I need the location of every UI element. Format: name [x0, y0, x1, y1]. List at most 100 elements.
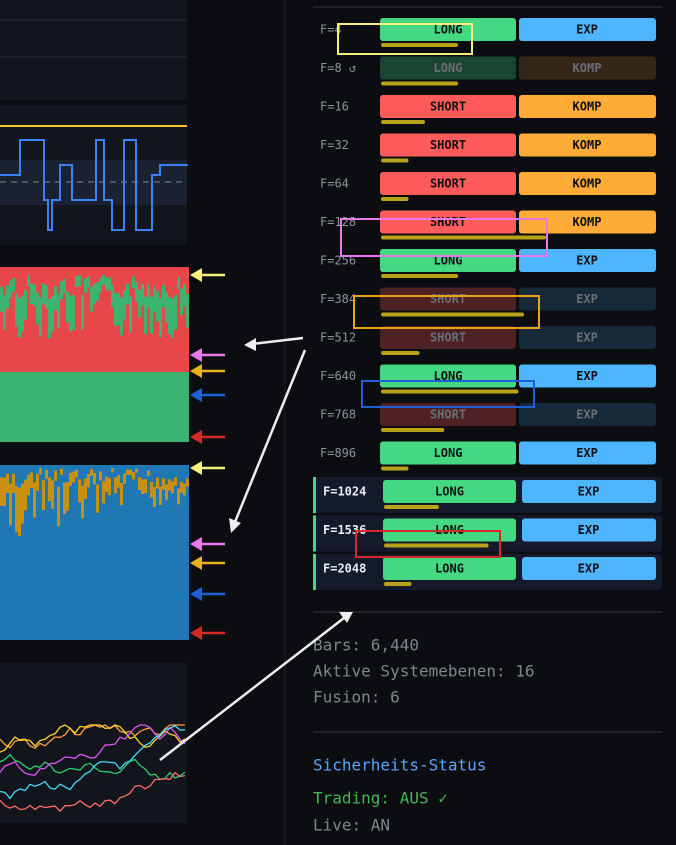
heat-cell	[75, 372, 78, 442]
heat-cell	[105, 465, 108, 640]
heat-cell	[48, 465, 51, 640]
heat-cell	[9, 280, 12, 298]
mode-text: KOMP	[573, 177, 602, 191]
heat-cell	[168, 296, 171, 335]
heat-cell	[129, 372, 132, 442]
heat-cell	[162, 478, 165, 490]
heat-cell	[66, 291, 69, 323]
strength-bar	[381, 389, 519, 394]
heat-cell	[15, 486, 18, 533]
heat-cell	[138, 477, 141, 491]
heat-cell	[135, 468, 138, 473]
heat-cell	[162, 465, 165, 640]
heat-cell	[102, 372, 105, 442]
heat-cell	[99, 372, 102, 442]
heat-cell	[6, 465, 9, 640]
heat-cell	[105, 277, 108, 290]
annotation-box	[340, 218, 548, 257]
heat-cell	[141, 267, 144, 372]
heat-cell	[147, 470, 150, 476]
heat-cell	[6, 372, 9, 442]
heat-cell	[30, 472, 33, 488]
heat-cell	[156, 465, 159, 640]
direction-text: LONG	[435, 562, 464, 576]
heat-cell	[57, 465, 60, 640]
heat-cell	[144, 479, 147, 494]
heat-cell	[180, 267, 183, 372]
level-label: F=128	[320, 215, 356, 229]
heat-cell	[171, 481, 174, 494]
heat-cell	[45, 465, 48, 640]
heat-cell	[3, 465, 6, 640]
heat-cell	[138, 465, 141, 640]
marker-arrow-head	[190, 388, 202, 402]
mode-badge	[519, 95, 656, 118]
heat-cell	[102, 275, 105, 286]
heat-cell	[42, 465, 45, 640]
heat-cell	[156, 372, 159, 442]
heat-cell	[186, 465, 189, 640]
heat-cell	[24, 372, 27, 442]
heat-cell	[27, 267, 30, 372]
level-label: F=32	[320, 138, 349, 152]
heat-cell	[87, 276, 90, 288]
heat-cell	[123, 290, 126, 320]
level-label: F=512	[320, 331, 356, 345]
stat-fusion: Fusion: 6	[313, 688, 400, 707]
heat-cell	[147, 285, 150, 308]
mode-text: EXP	[578, 485, 600, 499]
direction-text: LONG	[434, 61, 463, 75]
mode-badge	[519, 249, 656, 272]
marker-arrow-head	[190, 268, 202, 282]
heat-cell	[93, 283, 96, 305]
heat-cell	[144, 296, 147, 334]
heat-cell	[105, 476, 108, 492]
heat-cell	[63, 267, 66, 372]
heat-cell	[6, 267, 9, 372]
strength-bar	[384, 582, 412, 586]
mode-badge	[519, 403, 656, 426]
heat-cell	[42, 283, 45, 305]
mode-badge	[519, 441, 656, 465]
heat-cell	[48, 372, 51, 442]
level-card-accent	[313, 477, 316, 513]
heat-cell	[120, 465, 123, 640]
heat-cell	[90, 372, 93, 442]
strength-bar	[381, 197, 409, 201]
heat-cell	[15, 372, 18, 442]
heat-cell	[174, 477, 177, 486]
mode-text: KOMP	[573, 138, 602, 152]
heat-cell	[108, 478, 111, 496]
heat-cell	[129, 469, 132, 476]
heat-cell	[42, 480, 45, 511]
heat-cell	[18, 298, 21, 338]
heat-cell	[141, 465, 144, 640]
heat-cell	[102, 267, 105, 372]
heat-cell	[87, 473, 90, 488]
line-series	[0, 753, 186, 781]
trading-status: Trading: AUS ✓	[313, 789, 448, 808]
marker-arrow-head	[190, 587, 202, 601]
heat-cell	[147, 267, 150, 372]
heat-cell	[60, 281, 63, 300]
heat-cell	[27, 465, 30, 640]
heat-cell	[180, 481, 183, 493]
level-label: F=8 ↺	[320, 61, 356, 75]
heat-cell	[132, 267, 135, 372]
heat-cell	[144, 372, 147, 442]
heat-cell	[66, 372, 69, 442]
heat-cell	[36, 292, 39, 325]
step-line	[0, 139, 188, 231]
level-label: F=16	[320, 100, 349, 114]
mode-text: EXP	[578, 562, 600, 576]
heat-cell	[75, 267, 78, 372]
heat-cell	[108, 372, 111, 442]
direction-badge	[380, 210, 516, 234]
heat-cell	[108, 465, 111, 640]
heat-cell	[15, 465, 18, 640]
marker-arrow-head	[190, 430, 202, 444]
mode-text: EXP	[576, 23, 598, 37]
heat-cell	[24, 465, 27, 640]
heat-cell	[168, 479, 171, 491]
